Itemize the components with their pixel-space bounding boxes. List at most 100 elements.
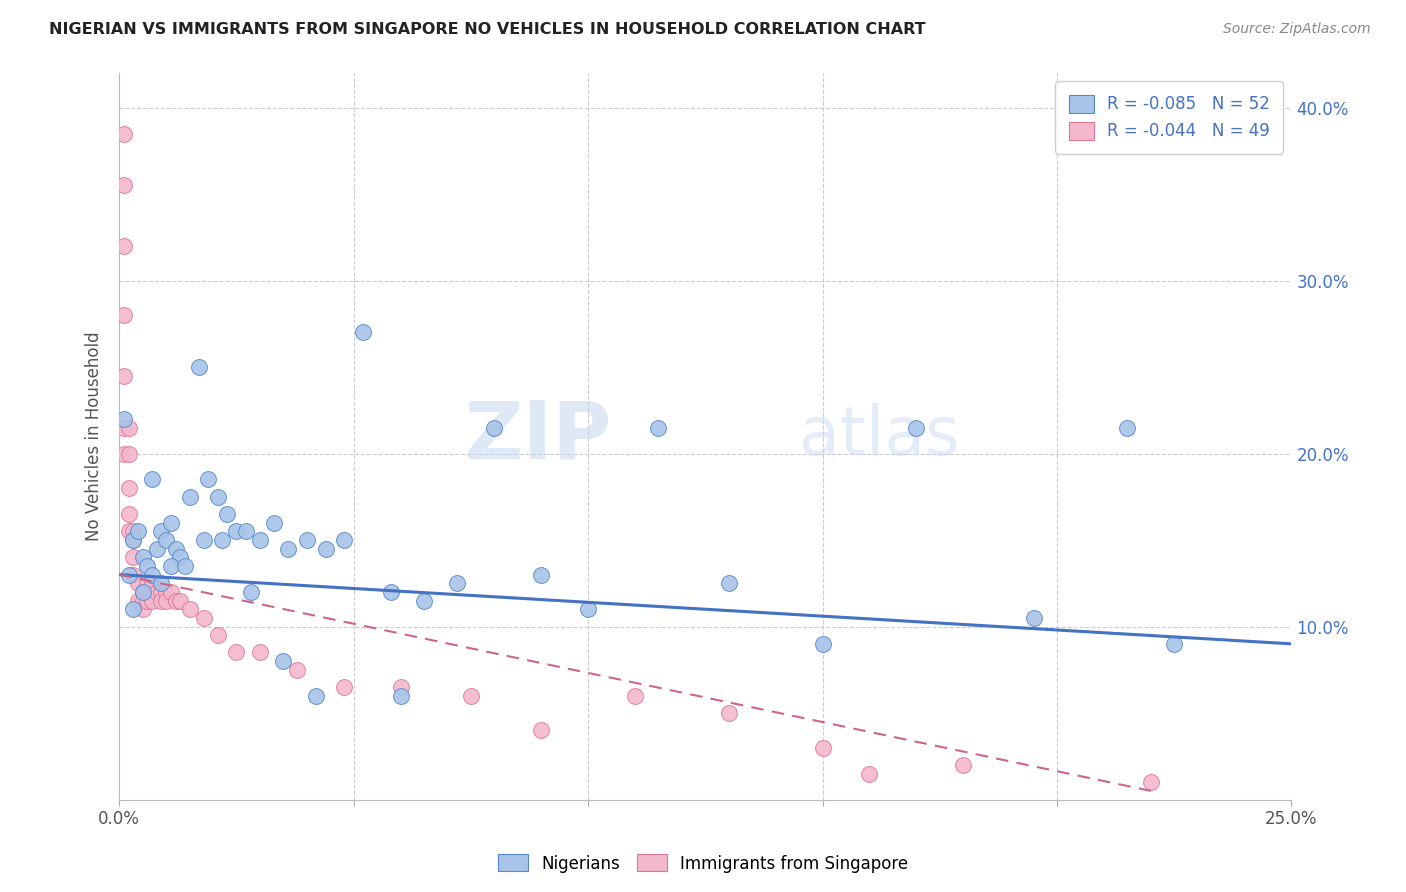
Point xyxy=(305,689,328,703)
Point xyxy=(484,420,506,434)
Point xyxy=(122,533,145,547)
Point xyxy=(118,567,141,582)
Point xyxy=(132,585,155,599)
Point xyxy=(380,585,402,599)
Point xyxy=(169,550,191,565)
Point xyxy=(333,680,356,694)
Point xyxy=(193,533,215,547)
Point xyxy=(239,585,262,599)
Point xyxy=(112,368,135,383)
Point xyxy=(160,559,183,574)
Point xyxy=(235,524,257,539)
Point xyxy=(217,507,239,521)
Point xyxy=(647,420,669,434)
Point xyxy=(160,516,183,530)
Point xyxy=(118,446,141,460)
Point xyxy=(1139,775,1161,789)
Point xyxy=(141,567,163,582)
Point xyxy=(112,127,135,141)
Point xyxy=(273,654,295,668)
Point xyxy=(118,524,141,539)
Point xyxy=(155,593,177,607)
Legend: R = -0.085   N = 52, R = -0.044   N = 49: R = -0.085 N = 52, R = -0.044 N = 49 xyxy=(1056,81,1284,153)
Point xyxy=(446,576,468,591)
Point xyxy=(136,593,159,607)
Point xyxy=(249,645,271,659)
Point xyxy=(1163,637,1185,651)
Point xyxy=(211,533,233,547)
Point xyxy=(160,585,183,599)
Point xyxy=(112,178,135,193)
Point xyxy=(530,567,553,582)
Y-axis label: No Vehicles in Household: No Vehicles in Household xyxy=(86,332,103,541)
Point xyxy=(352,326,374,340)
Point xyxy=(174,559,197,574)
Point xyxy=(150,585,173,599)
Point xyxy=(389,680,412,694)
Point xyxy=(197,473,219,487)
Point xyxy=(141,593,163,607)
Point xyxy=(122,567,145,582)
Point xyxy=(118,481,141,495)
Point xyxy=(287,663,309,677)
Text: atlas: atlas xyxy=(799,403,960,469)
Point xyxy=(155,533,177,547)
Point xyxy=(122,524,145,539)
Point xyxy=(169,593,191,607)
Point xyxy=(165,593,187,607)
Point xyxy=(132,602,155,616)
Point xyxy=(118,420,141,434)
Point xyxy=(132,550,155,565)
Point xyxy=(389,689,412,703)
Point xyxy=(127,576,149,591)
Point xyxy=(249,533,271,547)
Point xyxy=(136,559,159,574)
Point xyxy=(277,541,299,556)
Point xyxy=(1116,420,1139,434)
Point xyxy=(207,490,229,504)
Point xyxy=(952,758,974,772)
Point xyxy=(127,593,149,607)
Text: ZIP: ZIP xyxy=(464,397,612,475)
Point xyxy=(112,412,135,426)
Legend: Nigerians, Immigrants from Singapore: Nigerians, Immigrants from Singapore xyxy=(491,847,915,880)
Point xyxy=(150,524,173,539)
Point xyxy=(333,533,356,547)
Point xyxy=(112,420,135,434)
Point xyxy=(413,593,436,607)
Point xyxy=(141,473,163,487)
Point xyxy=(295,533,318,547)
Point xyxy=(112,446,135,460)
Text: Source: ZipAtlas.com: Source: ZipAtlas.com xyxy=(1223,22,1371,37)
Point xyxy=(141,576,163,591)
Point xyxy=(132,585,155,599)
Point xyxy=(179,490,201,504)
Point xyxy=(132,593,155,607)
Point xyxy=(155,585,177,599)
Point xyxy=(150,576,173,591)
Point xyxy=(165,541,187,556)
Point xyxy=(717,706,740,720)
Point xyxy=(193,611,215,625)
Point xyxy=(146,585,169,599)
Point xyxy=(624,689,647,703)
Point xyxy=(811,740,834,755)
Point xyxy=(576,602,599,616)
Point xyxy=(150,593,173,607)
Point xyxy=(127,524,149,539)
Point xyxy=(122,602,145,616)
Point xyxy=(188,359,211,374)
Point xyxy=(112,308,135,322)
Point xyxy=(530,723,553,738)
Point xyxy=(717,576,740,591)
Point xyxy=(811,637,834,651)
Point xyxy=(207,628,229,642)
Text: NIGERIAN VS IMMIGRANTS FROM SINGAPORE NO VEHICLES IN HOUSEHOLD CORRELATION CHART: NIGERIAN VS IMMIGRANTS FROM SINGAPORE NO… xyxy=(49,22,925,37)
Point xyxy=(905,420,928,434)
Point xyxy=(858,766,880,780)
Point xyxy=(122,533,145,547)
Point xyxy=(1022,611,1045,625)
Point xyxy=(112,239,135,253)
Point xyxy=(263,516,285,530)
Point xyxy=(146,541,169,556)
